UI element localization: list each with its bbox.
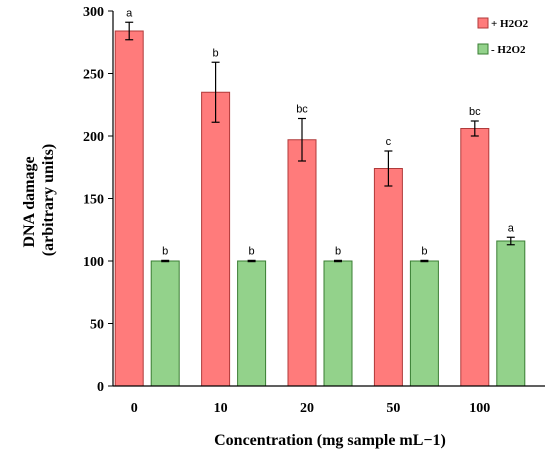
y-axis-title-line1: DNA damage (21, 156, 38, 247)
bar-minus-h2o2 (323, 260, 353, 387)
y-tick-label: 300 (83, 5, 104, 20)
significance-letter: b (162, 245, 168, 257)
significance-letter: a (126, 7, 133, 19)
bar-minus-h2o2 (409, 260, 439, 387)
x-ticks: 0 10 20 50 100 (131, 401, 491, 416)
y-ticks: 0 50 100 150 200 250 300 (83, 5, 113, 395)
significance-letter: bc (296, 104, 308, 116)
significance-letter: c (386, 136, 392, 148)
bar-plus-h2o2 (373, 168, 403, 387)
legend-label: + H2O2 (491, 18, 529, 30)
y-tick-label: 200 (83, 130, 104, 145)
bar-minus-h2o2 (150, 260, 180, 387)
significance-letter: b (249, 245, 255, 257)
x-tick-label: 20 (300, 401, 314, 416)
bar-plus-h2o2 (460, 128, 490, 387)
bar-plus-h2o2 (287, 139, 317, 387)
bar-plus-h2o2 (114, 30, 144, 387)
legend-swatch (477, 43, 489, 55)
significance-letter: a (508, 222, 515, 234)
y-tick-label: 50 (90, 318, 104, 333)
x-tick-label: 0 (131, 401, 138, 416)
y-axis-title: DNA damage (arbitrary units) (21, 144, 57, 256)
x-tick-label: 50 (386, 401, 400, 416)
legend-swatch (477, 17, 489, 29)
bar-minus-h2o2 (237, 260, 267, 387)
y-axis-title-line2: (arbitrary units) (40, 144, 57, 256)
legend: + H2O2 - H2O2 (477, 17, 529, 56)
y-tick-label: 100 (83, 255, 104, 270)
significance-letter: b (421, 245, 427, 257)
x-tick-label: 100 (469, 401, 490, 416)
x-axis-title: Concentration (mg sample mL−1) (214, 432, 446, 449)
legend-label: - H2O2 (491, 44, 526, 56)
y-tick-label: 150 (83, 193, 104, 208)
bar-plus-h2o2 (201, 91, 231, 387)
x-tick-label: 10 (214, 401, 228, 416)
y-tick-label: 0 (97, 380, 104, 395)
y-tick-label: 250 (83, 68, 104, 83)
significance-letter: b (213, 47, 219, 59)
significance-letter: b (335, 245, 341, 257)
bar-minus-h2o2 (496, 240, 526, 387)
significance-letter: bc (469, 106, 481, 118)
